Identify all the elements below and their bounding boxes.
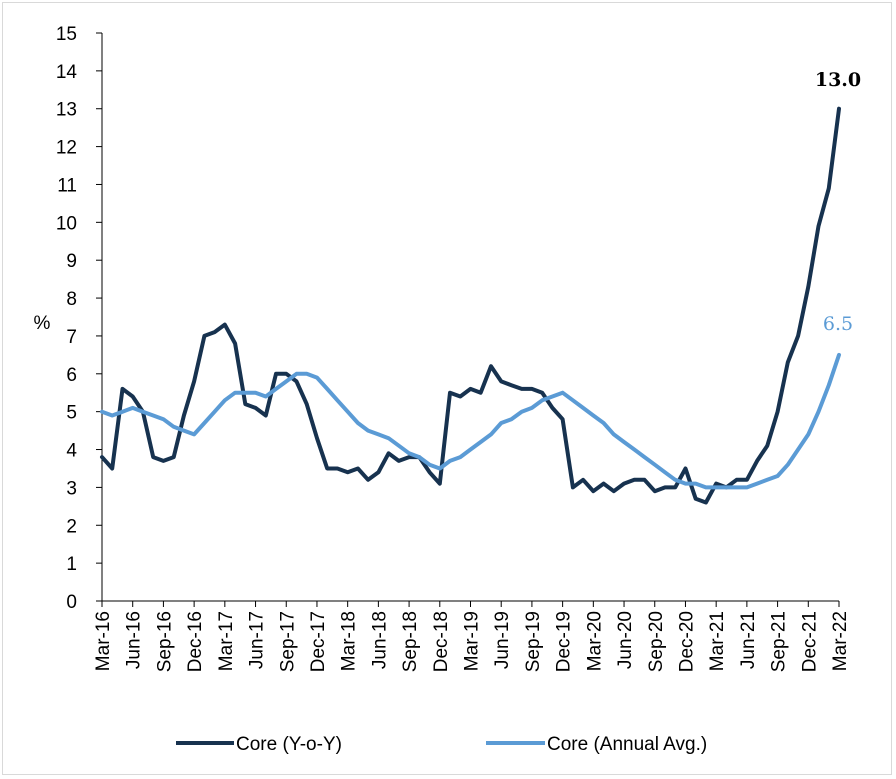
- x-tick-label: Sep-19: [523, 611, 544, 672]
- y-tick-label: 3: [66, 478, 77, 499]
- y-axis-title: %: [34, 313, 51, 334]
- end-labels: 13.0 6.5: [815, 69, 861, 335]
- y-tick-label: 14: [56, 62, 78, 83]
- x-tick-label: Dec-16: [185, 611, 206, 672]
- x-tick-label: Sep-17: [277, 611, 298, 672]
- x-tick-label: Dec-21: [799, 611, 820, 672]
- end-label-core-yoy: 13.0: [815, 69, 861, 91]
- x-tick-label: Sep-18: [400, 611, 421, 672]
- x-tick-label: Sep-20: [646, 611, 667, 672]
- x-tick-label: Dec-17: [308, 611, 329, 672]
- x-tick-label: Dec-19: [554, 611, 575, 672]
- y-tick-label: 6: [66, 365, 77, 386]
- x-tick-label: Sep-16: [154, 611, 175, 672]
- x-tick-label: Mar-21: [707, 611, 728, 671]
- x-tick-label: Mar-19: [462, 611, 483, 671]
- legend-label-core-annual-avg: Core (Annual Avg.): [547, 734, 707, 755]
- y-tick-label: 11: [57, 175, 77, 196]
- x-tick-label: Mar-17: [216, 611, 237, 671]
- x-axis: Mar-16 Jun-16 Sep-16 Dec-16 Mar-17 Jun-17 Sep-…: [93, 600, 851, 672]
- y-tick-label: 1: [66, 554, 77, 575]
- y-tick-label: 7: [66, 327, 77, 348]
- x-tick-label: Sep-21: [769, 611, 790, 672]
- y-tick-label: 9: [66, 251, 77, 272]
- y-tick-label: 4: [66, 441, 77, 462]
- x-tick-label: Mar-18: [339, 611, 360, 671]
- x-tick-label: Mar-22: [830, 611, 851, 671]
- series-line-core-annual-avg: [100, 352, 841, 490]
- x-tick-label: Mar-16: [93, 611, 114, 671]
- y-tick-label: 2: [66, 516, 77, 537]
- end-label-core-annual-avg: 6.5: [823, 313, 853, 335]
- legend-label-core-yoy: Core (Y-o-Y): [236, 734, 342, 755]
- x-tick-label: Jun-20: [615, 611, 636, 669]
- series-line-core-yoy: [100, 106, 841, 505]
- x-tick-label: Jun-18: [369, 611, 390, 669]
- x-tick-label: Jun-16: [124, 611, 145, 669]
- legend: Core (Y-o-Y) Core (Annual Avg.): [176, 734, 707, 755]
- y-tick-label: 8: [66, 289, 77, 310]
- x-tick-label: Jun-21: [738, 611, 759, 669]
- x-tick-label: Dec-18: [431, 611, 452, 672]
- y-tick-label: 0: [66, 592, 77, 613]
- y-tick-label: 12: [56, 138, 77, 159]
- y-tick-label: 15: [56, 24, 77, 45]
- y-tick-label: 10: [56, 213, 77, 234]
- x-tick-label: Jun-19: [492, 611, 513, 669]
- x-tick-label: Jun-17: [247, 611, 268, 669]
- x-tick-label: Mar-20: [584, 611, 605, 671]
- y-tick-label: 5: [66, 403, 77, 424]
- x-tick-label: Dec-20: [676, 611, 697, 672]
- y-tick-label: 13: [56, 100, 77, 121]
- series-layer: [100, 106, 841, 505]
